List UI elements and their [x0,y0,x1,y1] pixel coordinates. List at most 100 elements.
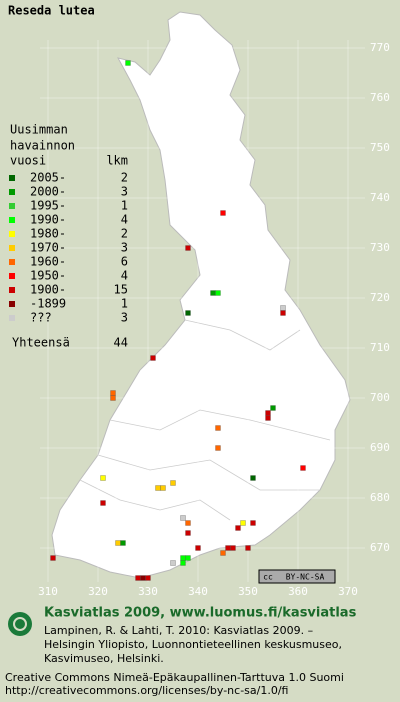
observation-square [125,60,131,66]
observation-square [225,545,231,551]
logo-mark [8,612,32,636]
observation-square [170,560,176,566]
y-tick-label: 680 [370,491,390,504]
y-tick-label: 770 [370,41,390,54]
citation: Helsingin Yliopisto, Luonnontieteellinen… [44,638,342,651]
observation-square [215,290,221,296]
legend-count: 3 [121,311,128,325]
legend-label: 1900- [30,283,66,297]
legend-count: 2 [121,171,128,185]
legend-count: 2 [121,227,128,241]
legend-count: 1 [121,297,128,311]
legend-swatch [9,301,15,307]
y-tick-label: 760 [370,91,390,104]
observation-square [185,520,191,526]
observation-square [230,545,236,551]
legend-swatch [9,315,15,321]
observation-square [160,485,166,491]
finland-outline [51,11,351,579]
legend-count: 6 [121,255,128,269]
citation: Lampinen, R. & Lahti, T. 2010: Kasviatla… [44,624,313,637]
legend-header: Uusimman [10,123,68,137]
legend-swatch [9,273,15,279]
legend-count: 3 [121,185,128,199]
observation-square [220,550,226,556]
license-badge: cc BY-NC-SA [258,569,336,584]
legend-label: 1960- [30,255,66,269]
observation-square [240,520,246,526]
legend-header: havainnon [10,139,75,153]
legend-swatch [9,245,15,251]
observation-square [100,475,106,481]
observation-square [110,395,116,401]
observation-square [195,545,201,551]
legend-swatch [9,189,15,195]
observation-square [235,525,241,531]
y-tick-label: 730 [370,241,390,254]
observation-square [280,305,286,311]
grid: 310 320 330 340 350 360 370 670 680 690 700 710 720 7… [38,40,390,598]
observation-square [185,530,191,536]
title: Reseda lutea [8,4,95,18]
y-tick-label: 690 [370,441,390,454]
observation-square [180,555,186,561]
observation-square [150,355,156,361]
badge-text: BY-NC-SA [286,573,325,582]
x-tick-label: 350 [238,585,258,598]
observation-square [135,575,141,581]
legend-label: 1990- [30,213,66,227]
observation-square [50,555,56,561]
legend-swatch [9,203,15,209]
observation-square [220,210,226,216]
legend-count-header: lkm [106,154,128,168]
province-borders [79,319,331,521]
observation-square [280,310,286,316]
legend-total: 44 [114,336,128,350]
legend-count: 15 [114,283,128,297]
x-tick-label: 340 [188,585,208,598]
legend-count: 1 [121,199,128,213]
legend-label: 1980- [30,227,66,241]
x-tick-label: 360 [288,585,308,598]
observation-square [140,575,146,581]
badge-cc: cc [263,573,273,582]
footer-heading: Kasviatlas 2009, www.luomus.fi/kasviatla… [44,606,357,621]
x-tick-label: 320 [88,585,108,598]
observation-square [215,445,221,451]
x-tick-label: 330 [138,585,158,598]
x-tick-label: 370 [338,585,358,598]
license: Creative Commons Nimeä-Epäkaupallinen-Ta… [5,671,344,684]
legend-label: 1950- [30,269,66,283]
badge-box [258,569,336,584]
observation-square [265,410,271,416]
observation-square [185,245,191,251]
y-tick-label: 670 [370,541,390,554]
legend-label: 2000- [30,185,66,199]
observation-square [110,390,116,396]
legend-header: vuosi [10,154,46,168]
observation-square [185,555,191,561]
y-tick-label: 700 [370,391,390,404]
legend-total-label: Yhteensä [12,336,70,350]
citation: Kasvimuseo, Helsinki. [44,652,164,665]
legend-label: 1995- [30,199,66,213]
observation-square [245,545,251,551]
points [50,60,306,581]
y-tick-label: 710 [370,341,390,354]
observation-square [300,465,306,471]
legend-swatch [9,231,15,237]
observation-square [180,560,186,566]
observation-square [250,520,256,526]
observation-square [210,290,216,296]
legend-count: 4 [121,213,128,227]
legend-label: 1970- [30,241,66,255]
legend-count: 3 [121,241,128,255]
logo-spiral [13,617,27,631]
logo [8,612,32,636]
observation-square [100,500,106,506]
legend-swatch [9,259,15,265]
observation-square [270,405,276,411]
y-tick-label: 740 [370,191,390,204]
legend: Uusimman havainnon vuosi lkm Yhteensä 44… [9,123,128,350]
